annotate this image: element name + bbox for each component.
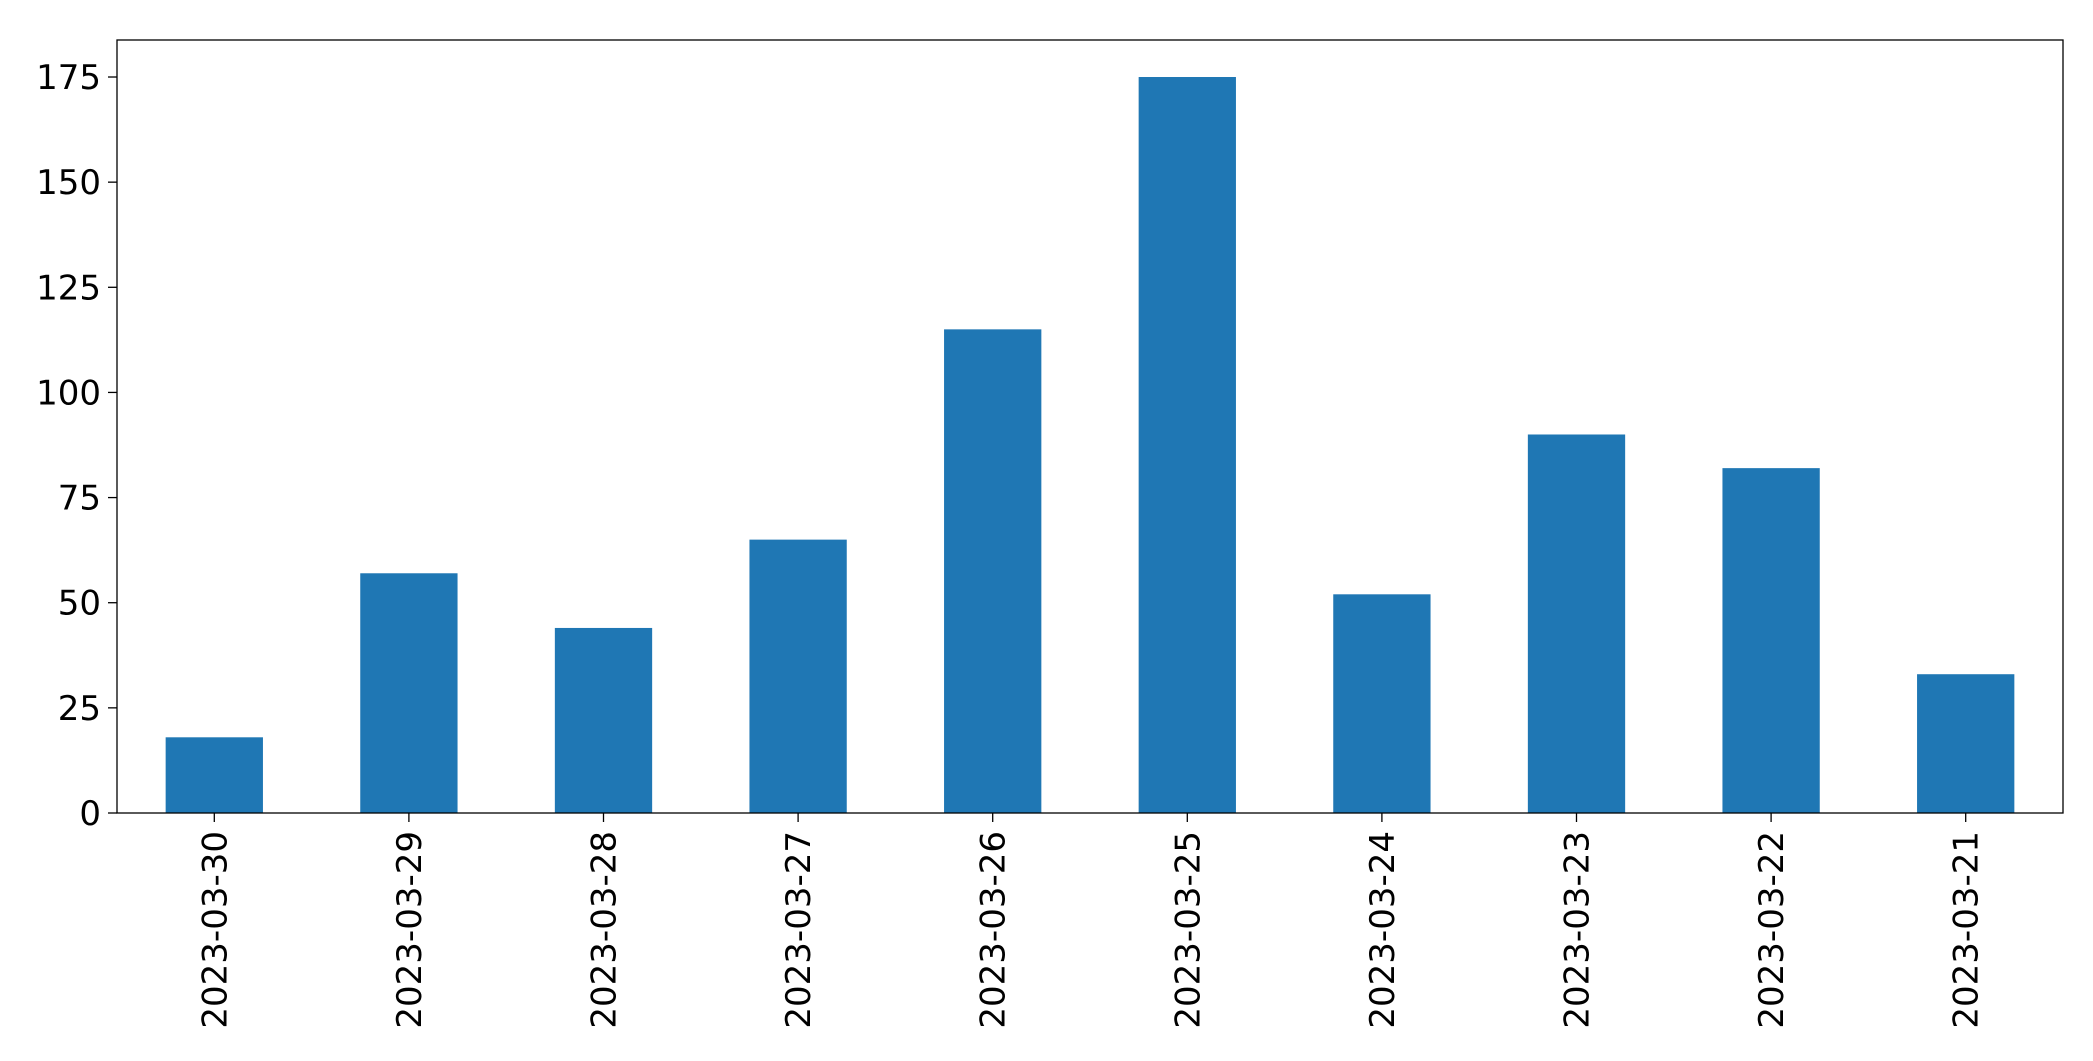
bar [554,627,653,813]
x-tick-label: 2023-03-29 [390,831,430,1029]
y-tick-label: 25 [58,689,101,729]
axes-frame [116,39,2064,814]
y-tick-label: 150 [36,163,101,203]
y-tick-label: 50 [58,584,101,624]
bar [944,329,1042,813]
x-tick-label: 2023-03-23 [1558,831,1598,1029]
x-tick-label: 2023-03-26 [974,831,1014,1029]
bar [1333,594,1431,813]
y-tick-label: 100 [36,373,101,413]
y-tick-label: 175 [36,58,101,98]
bar [749,539,847,813]
x-tick-label: 2023-03-22 [1752,831,1792,1029]
x-tick-label: 2023-03-25 [1168,831,1208,1029]
x-tick-label: 2023-03-30 [195,831,235,1029]
bar [1917,674,2015,813]
y-tick-label: 125 [36,268,101,308]
bar [360,573,458,813]
bar [1527,434,1626,813]
bar [1138,77,1236,814]
x-tick-label: 2023-03-24 [1363,831,1403,1029]
x-tick-label: 2023-03-28 [585,831,625,1029]
y-tick-label: 75 [58,479,101,519]
bar [165,737,263,813]
y-tick-label: 0 [79,794,101,834]
bar [1722,468,1820,813]
x-tick-label: 2023-03-21 [1947,831,1987,1029]
x-tick-label: 2023-03-27 [779,831,819,1029]
